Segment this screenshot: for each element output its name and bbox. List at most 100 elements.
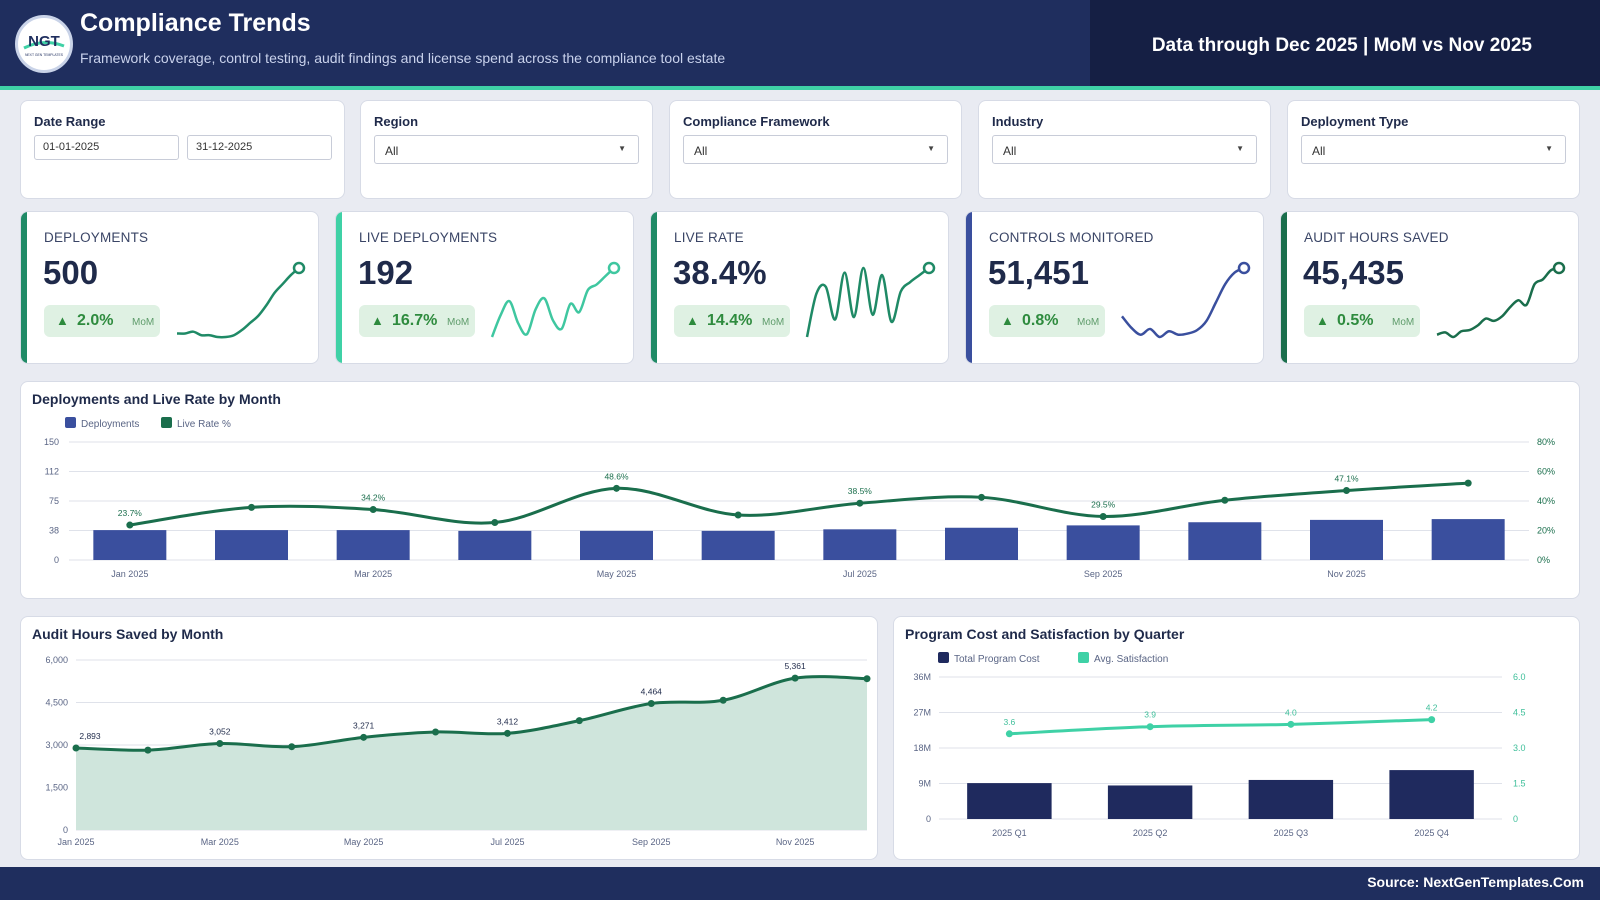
deployments-live-rate-svg: 150 80% 112 60% 75 40% 38 20% 0 0% 23.7% 34.2% 48.6%… — [44, 437, 1555, 579]
x-tick-label: Mar 2025 — [354, 569, 392, 579]
y2-tick-label: 80% — [1537, 437, 1555, 447]
kpi-label: LIVE RATE — [674, 230, 744, 245]
kpi-delta-value: 2.0% — [77, 312, 114, 329]
kpi-value: 192 — [358, 254, 414, 291]
kpi-label: AUDIT HOURS SAVED — [1304, 230, 1449, 245]
sparkline-end-marker — [922, 261, 936, 275]
data-label: 3,052 — [209, 727, 231, 737]
bar-program-cost — [967, 783, 1052, 819]
y-tick-label: 18M — [913, 743, 931, 753]
y2-tick-label: 20% — [1537, 526, 1555, 536]
kpi-delta-note: MoM — [1392, 317, 1415, 328]
line-point — [503, 729, 511, 737]
kpi-delta-value: 0.5% — [1337, 312, 1374, 329]
y-tick-label: 150 — [44, 437, 59, 447]
bar-deployments — [93, 530, 167, 560]
x-tick-label: Nov 2025 — [1327, 569, 1366, 579]
sparkline-end-marker — [292, 261, 306, 275]
y-tick-label: 38 — [49, 526, 59, 536]
x-tick-label: 2025 Q2 — [1133, 828, 1168, 838]
deployments-live-rate-chart: 150 80% 112 60% 75 40% 38 20% 0 0% 23.7% 34.2% 48.6%… — [20, 381, 1580, 599]
filter-date-range: Date Range 01-01-2025 31-12-2025 — [20, 100, 345, 199]
line-point — [126, 521, 134, 529]
line-point — [863, 675, 871, 683]
bar-deployments — [945, 527, 1018, 560]
x-tick-label: 2025 Q4 — [1414, 828, 1449, 838]
line-point — [369, 506, 377, 514]
deployment-type-value: All — [1312, 144, 1326, 158]
chevron-down-icon: ▼ — [927, 144, 935, 153]
kpi-delta-badge: ▲ 16.7% MoM — [359, 305, 475, 337]
industry-select[interactable]: All ▼ — [992, 135, 1257, 164]
data-label: 29.5% — [1091, 499, 1116, 509]
line-live-rate — [129, 481, 1469, 527]
line-point — [613, 484, 620, 492]
line-point — [360, 733, 368, 741]
y-tick-label: 112 — [45, 467, 59, 477]
kpi-delta-note: MoM — [132, 317, 155, 328]
bar-program-cost — [1107, 785, 1193, 819]
deployment-type-label: Deployment Type — [1301, 114, 1409, 129]
region-value: All — [385, 144, 399, 158]
x-tick-label: Nov 2025 — [776, 837, 815, 847]
line-point — [1464, 479, 1472, 487]
legend-label: Deployments — [81, 419, 140, 430]
header: Data through Dec 2025 | MoM vs Nov 2025 … — [0, 0, 1600, 86]
company-logo: NGT NEXT GEN TEMPLATES — [15, 15, 73, 73]
data-label: 48.6% — [604, 471, 629, 481]
x-tick-label: Mar 2025 — [201, 837, 239, 847]
kpi-delta-note: MoM — [447, 317, 470, 328]
line-point — [791, 674, 799, 682]
date-start-input[interactable]: 01-01-2025 — [34, 135, 179, 160]
region-label: Region — [374, 114, 419, 129]
legend-swatch — [1078, 652, 1089, 663]
deployment-type-select[interactable]: All ▼ — [1301, 135, 1566, 164]
x-tick-label: Jan 2025 — [57, 837, 94, 847]
kpi-card: LIVE DEPLOYMENTS 192 ▲ 16.7% MoM — [335, 211, 634, 364]
y-tick-label: 0 — [63, 825, 68, 835]
sparkline-path — [1121, 266, 1245, 339]
line-point — [1005, 730, 1013, 738]
data-label: 3,412 — [497, 716, 519, 726]
area-fill — [76, 676, 867, 830]
header-accent-line — [0, 86, 1600, 90]
data-label: 3,271 — [353, 720, 375, 730]
kpi-label: CONTROLS MONITORED — [989, 230, 1154, 245]
line-point — [1099, 512, 1107, 520]
kpi-delta-badge: ▲ 14.4% MoM — [674, 305, 790, 337]
chart-title: Deployments and Live Rate by Month — [32, 391, 281, 407]
chevron-down-icon: ▼ — [1545, 144, 1553, 153]
legend-label: Avg. Satisfaction — [1094, 654, 1169, 665]
framework-value: All — [694, 144, 708, 158]
kpi-card: AUDIT HOURS SAVED 45,435 ▲ 0.5% MoM — [1280, 211, 1579, 364]
line-point — [1343, 487, 1350, 495]
data-label: 34.2% — [361, 493, 386, 503]
page-subtitle: Framework coverage, control testing, aud… — [80, 50, 726, 66]
y-tick-label: 27M — [913, 708, 931, 718]
footer: Source: NextGenTemplates.Com — [0, 867, 1600, 900]
line-point — [144, 746, 152, 754]
region-select[interactable]: All ▼ — [374, 135, 639, 164]
kpi-delta-badge: ▲ 2.0% MoM — [44, 305, 160, 337]
y-tick-label: 75 — [49, 496, 59, 506]
framework-select[interactable]: All ▼ — [683, 135, 948, 164]
legend-swatch — [161, 417, 172, 428]
kpi-delta-badge: ▲ 0.8% MoM — [989, 305, 1105, 337]
date-end-input[interactable]: 31-12-2025 — [187, 135, 332, 160]
y2-tick-label: 0% — [1537, 555, 1550, 565]
kpi-sparkline — [1121, 261, 1251, 339]
x-tick-label: 2025 Q3 — [1274, 828, 1309, 838]
filter-region: Region All ▼ — [360, 100, 653, 199]
data-label: 38.5% — [848, 486, 873, 496]
industry-value: All — [1003, 144, 1017, 158]
program-cost-satisfaction-chart: 36M 6.0 27M 4.5 18M 3.0 9M 1.5 0 0 3.6 3.9 4.0 4.2 202… — [893, 616, 1580, 860]
bar-deployments — [580, 530, 653, 560]
kpi-label: DEPLOYMENTS — [44, 230, 149, 245]
y-tick-label: 0 — [926, 814, 931, 824]
legend-live-rate: Live Rate % — [161, 417, 231, 430]
kpi-accent-bar — [21, 212, 27, 363]
kpi-value: 500 — [43, 254, 99, 291]
sparkline-end-marker — [607, 261, 621, 275]
x-tick-label: May 2025 — [344, 837, 384, 847]
data-through-status: Data through Dec 2025 | MoM vs Nov 2025 — [1151, 35, 1532, 56]
